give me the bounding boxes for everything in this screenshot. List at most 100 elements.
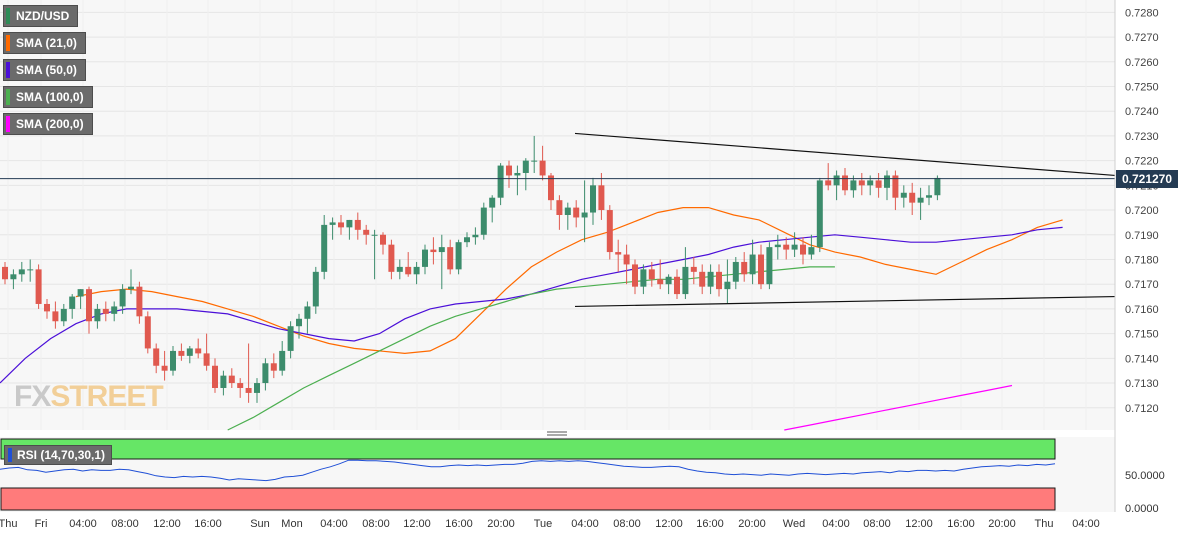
candle-body [926,195,932,198]
candle-body [581,212,588,218]
candle-body [144,316,151,349]
candle-body [808,247,815,255]
legend-swatch [6,62,10,78]
candle-body [716,271,722,290]
candle-body [850,180,857,191]
candle-body [531,160,538,162]
x-tick-label: 16:00 [947,518,975,530]
candle-body [590,185,596,213]
rsi-axis-label: 0.0000 [1125,503,1159,515]
legend-item-nzdusd[interactable]: NZD/USD [3,5,79,27]
legend-item-sma100[interactable]: SMA (100,0) [3,86,93,108]
rsi-oversold-zone [0,487,1056,511]
trendline-support [574,295,1116,308]
x-tick-label: 12:00 [655,518,683,530]
candle-body [674,276,680,295]
y-tick-label: 0.7180 [1125,254,1159,266]
candle-body [329,222,336,225]
candle-body [212,365,218,388]
candle-body [27,269,34,271]
candle-body [86,289,92,322]
legend-item-sma200[interactable]: SMA (200,0) [3,113,93,135]
candle-body [623,254,630,265]
candle-body [413,266,420,275]
candle-body [338,222,344,228]
candle-body [648,269,655,280]
candles [2,135,941,403]
candle-body [18,269,25,275]
candle-body [858,180,865,186]
candle-body [111,306,118,314]
legend-swatch [6,89,10,105]
candle-body [690,266,697,272]
candle-body [741,261,748,275]
candle-body [724,281,731,290]
candle-body [245,387,252,393]
candle-body [934,177,941,196]
trendlines [0,132,1116,308]
x-tick-label: 12:00 [403,518,431,530]
candle-body [472,234,479,238]
y-tick-label: 0.7230 [1125,131,1159,143]
candle-body [749,254,756,275]
candle-body [791,244,798,250]
rsi-line [0,459,1056,482]
rsi-overbought-zone [0,438,1056,460]
candle-body [909,192,916,203]
candle-body [884,175,890,188]
candle-body [363,229,370,235]
candle-body [304,306,311,319]
x-tick-label: 12:00 [905,518,933,530]
x-tick-label: 04:00 [69,518,97,530]
legend-swatch [8,448,12,462]
x-tick-label: 20:00 [487,518,515,530]
rsi-legend[interactable]: RSI (14,70,30,1) [4,445,113,465]
candle-body [766,247,773,285]
candle-body [598,185,605,211]
candle-body [52,311,59,322]
candle-body [556,200,563,215]
legend-item-sma50[interactable]: SMA (50,0) [3,59,86,81]
sma-line-4 [784,384,1013,431]
candle-body [522,160,529,173]
candle-body [564,207,571,215]
candle-body [430,249,437,253]
candle-body [657,279,664,285]
candle-body [707,271,714,287]
candle-body [514,172,521,176]
candle-body [438,247,445,253]
x-tick-label: 20:00 [738,518,766,530]
y-tick-label: 0.7150 [1125,329,1159,341]
candle-body [480,207,487,235]
candle-body [833,175,840,186]
candle-body [296,318,302,327]
candle-body [606,210,613,253]
current-price-badge: 0.721270 [1116,169,1178,188]
x-tick-label: 04:00 [320,518,348,530]
candle-body [699,271,706,287]
candle-body [380,234,386,245]
sma-line-1 [75,207,1063,355]
y-tick-label: 0.7270 [1125,32,1159,44]
candle-body [287,326,294,351]
candle-body [732,261,739,282]
rsi-axis-label: 50.0000 [1125,470,1165,482]
candle-body [489,197,496,208]
candle-body [254,383,260,393]
legend-swatch [6,35,10,51]
x-tick-label: 16:00 [696,518,724,530]
candle-body [237,383,244,388]
y-tick-label: 0.7170 [1125,279,1159,291]
candle-body [312,271,319,307]
legend-item-sma21[interactable]: SMA (21,0) [3,32,86,54]
x-tick-label: Mon [281,518,302,530]
candle-body [186,348,193,356]
legend-swatch [6,116,10,132]
candle-body [178,350,185,356]
candle-body [203,353,210,366]
candle-body [388,244,395,272]
x-tick-label: Fri [35,518,48,530]
x-tick-label: 08:00 [111,518,139,530]
y-tick-label: 0.7220 [1125,156,1159,168]
